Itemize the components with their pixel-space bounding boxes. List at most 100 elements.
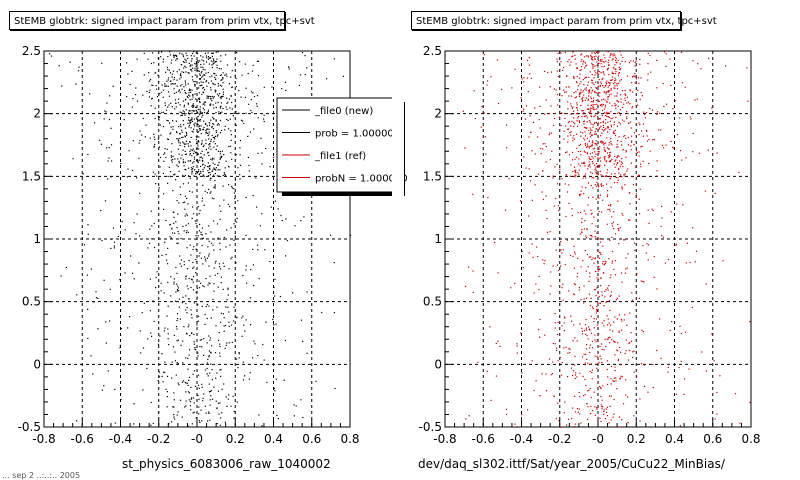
scatter-point xyxy=(220,112,222,114)
scatter-point xyxy=(274,200,276,202)
scatter-point xyxy=(224,125,226,127)
scatter-point xyxy=(148,96,151,98)
scatter-point xyxy=(167,106,169,108)
scatter-point xyxy=(618,330,620,332)
scatter-point xyxy=(642,111,645,113)
scatter-point xyxy=(154,173,156,175)
scatter-point xyxy=(582,96,584,98)
scatter-point xyxy=(553,205,555,207)
scatter-point xyxy=(567,108,569,110)
scatter-point xyxy=(349,234,352,236)
scatter-point xyxy=(641,145,643,148)
scatter-point xyxy=(553,395,555,397)
scatter-point xyxy=(220,321,222,323)
scatter-point xyxy=(514,282,516,284)
scatter-point xyxy=(642,331,644,333)
scatter-point xyxy=(528,64,531,66)
scatter-point xyxy=(214,135,217,137)
scatter-point xyxy=(526,77,528,79)
scatter-point xyxy=(177,287,179,289)
scatter-point xyxy=(592,67,594,69)
scatter-point xyxy=(174,83,176,85)
scatter-point xyxy=(560,52,562,54)
scatter-point xyxy=(188,392,191,394)
scatter-point xyxy=(592,187,594,189)
scatter-point xyxy=(139,235,141,237)
scatter-point xyxy=(227,294,229,296)
scatter-point xyxy=(204,52,207,54)
scatter-point xyxy=(605,161,607,163)
scatter-point xyxy=(165,109,168,111)
scatter-point xyxy=(185,276,187,278)
scatter-point xyxy=(192,397,194,399)
scatter-point xyxy=(200,64,202,66)
scatter-point xyxy=(204,323,206,325)
scatter-point xyxy=(225,246,227,248)
scatter-point xyxy=(593,58,596,60)
scatter-point xyxy=(176,227,178,229)
scatter-point xyxy=(200,125,202,127)
scatter-point xyxy=(691,306,693,309)
scatter-point xyxy=(602,175,604,177)
scatter-point xyxy=(149,80,151,82)
scatter-point xyxy=(594,167,597,169)
scatter-point xyxy=(210,138,212,141)
scatter-point xyxy=(593,216,595,218)
scatter-point xyxy=(597,73,599,76)
scatter-point xyxy=(302,340,304,342)
scatter-point xyxy=(596,162,598,165)
scatter-point xyxy=(160,91,163,93)
scatter-point xyxy=(178,98,180,100)
scatter-point xyxy=(574,426,576,428)
scatter-point xyxy=(612,72,614,75)
scatter-point xyxy=(87,308,89,310)
scatter-point xyxy=(184,153,186,156)
scatter-point xyxy=(652,139,654,141)
scatter-point xyxy=(609,102,611,104)
scatter-point xyxy=(661,217,663,219)
scatter-point xyxy=(605,408,607,410)
scatter-point xyxy=(199,209,201,212)
scatter-point xyxy=(611,223,613,225)
scatter-point xyxy=(189,95,191,97)
scatter-point xyxy=(670,140,672,142)
scatter-point xyxy=(609,342,611,344)
scatter-point xyxy=(186,382,188,384)
scatter-point xyxy=(598,55,600,57)
scatter-point xyxy=(188,259,190,262)
scatter-point xyxy=(199,120,201,122)
scatter-point xyxy=(638,297,640,299)
scatter-point xyxy=(599,252,601,254)
scatter-point xyxy=(540,153,542,155)
scatter-point xyxy=(217,286,219,288)
scatter-point xyxy=(172,54,175,56)
scatter-point xyxy=(614,105,616,107)
scatter-point xyxy=(617,140,619,142)
scatter-point xyxy=(216,64,218,66)
scatter-point xyxy=(619,68,621,70)
scatter-point xyxy=(625,94,627,96)
scatter-point xyxy=(506,147,508,149)
scatter-point xyxy=(587,95,590,97)
scatter-point xyxy=(214,163,216,165)
scatter-point xyxy=(220,156,222,158)
scatter-point xyxy=(608,155,610,157)
scatter-point xyxy=(119,344,121,346)
scatter-point xyxy=(179,137,181,139)
scatter-point xyxy=(563,130,565,132)
scatter-point xyxy=(596,123,599,125)
scatter-point xyxy=(633,132,636,134)
scatter-point xyxy=(207,358,209,361)
y-tick-label: 0.5 xyxy=(423,295,442,309)
scatter-point xyxy=(198,97,201,99)
scatter-point xyxy=(597,105,599,107)
scatter-point xyxy=(163,193,165,195)
scatter-point xyxy=(187,326,189,328)
scatter-point xyxy=(184,168,186,171)
scatter-point xyxy=(597,72,599,74)
scatter-point xyxy=(243,324,245,326)
scatter-point xyxy=(618,72,620,74)
scatter-point xyxy=(170,151,172,153)
scatter-point xyxy=(595,81,597,83)
scatter-point xyxy=(638,82,640,84)
